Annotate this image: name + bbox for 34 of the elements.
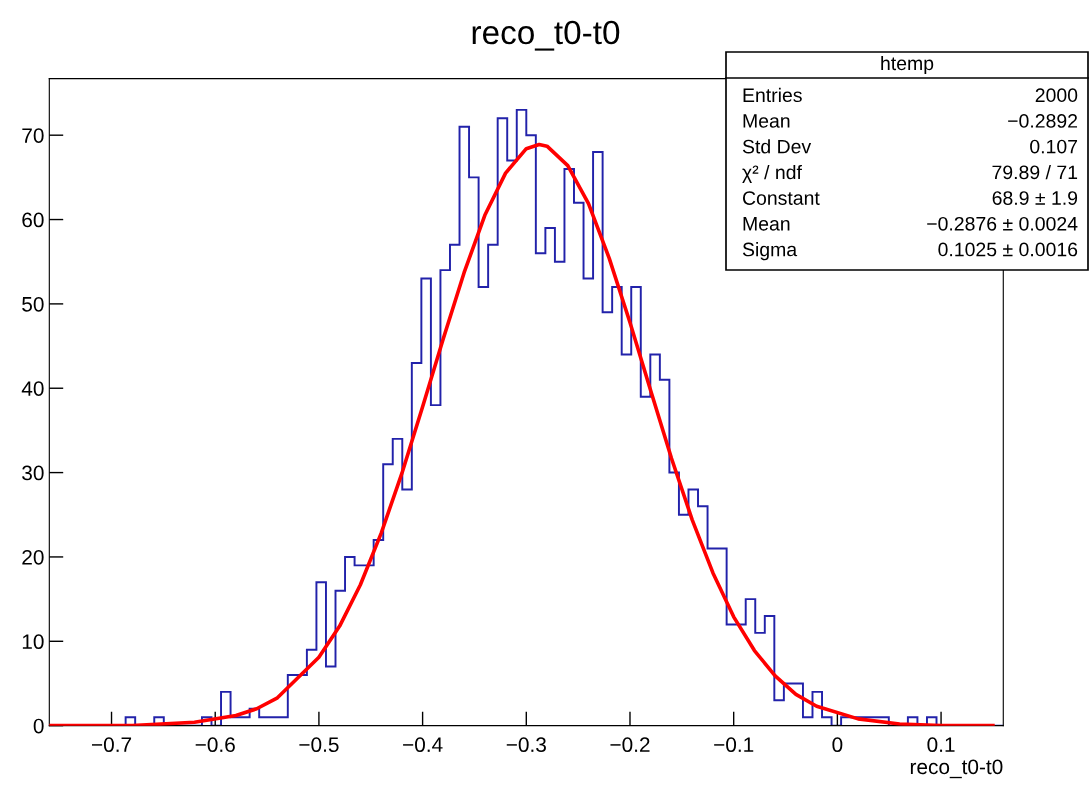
annotation: Mean [743, 217, 790, 231]
x-tick-label: −0.7 [91, 737, 132, 753]
annotation: Constant [742, 191, 820, 205]
annotation: −0.2876 ± 0.0024 [927, 216, 1078, 231]
x-axis-title: reco_t0-t0 [910, 759, 1003, 779]
chart-title: reco_t0-t0 [472, 20, 620, 51]
annotation: Std Dev [742, 139, 812, 154]
y-tick-label: 50 [22, 296, 44, 312]
annotation: Entries [743, 87, 802, 103]
text: −0.2892 [1008, 114, 1078, 128]
x-tick-label: −0.1 [714, 737, 754, 753]
y-tick-label: 10 [22, 634, 44, 650]
annotation: χ² / ndf [742, 164, 802, 184]
annotation: 79.89 / 71 [992, 164, 1078, 180]
text: htemp [881, 55, 934, 75]
x-tick-label: −0.3 [506, 737, 546, 753]
y-tick-label: 70 [22, 128, 44, 143]
x-tick-label: 0.1 [927, 737, 955, 753]
y-tick-label: 0 [33, 718, 44, 734]
y-tick-label: 30 [22, 465, 44, 481]
x-tick-label: −0.4 [403, 737, 443, 753]
y-tick-label: 40 [21, 381, 44, 396]
x-tick-label: 0 [832, 737, 843, 753]
text: 0.107 [1030, 139, 1078, 154]
x-tick-label: −0.6 [195, 737, 235, 753]
y-tick-label: 20 [22, 549, 44, 565]
x-tick-label: −0.2 [610, 737, 650, 753]
y-tick-label: 60 [22, 212, 44, 228]
annotation: Sigma [742, 242, 798, 261]
x-tick-label: −0.5 [299, 737, 339, 753]
annotation: 68.9 ± 1.9 [992, 191, 1078, 205]
annotation: Mean [743, 114, 790, 128]
text: 2000 [1035, 88, 1078, 103]
annotation: 0.1025 ± 0.0016 [938, 242, 1078, 257]
